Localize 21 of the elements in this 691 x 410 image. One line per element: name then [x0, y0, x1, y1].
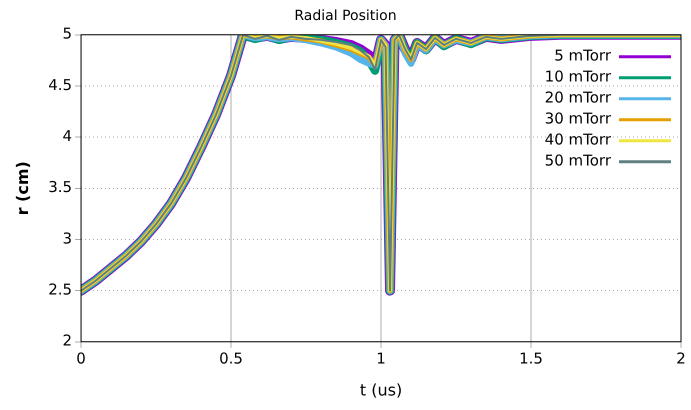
- x-tick-label: 1: [376, 350, 386, 368]
- y-axis-title: r (cm): [12, 161, 32, 216]
- y-tick-label: 4: [62, 127, 72, 146]
- legend-label: 5 mTorr: [554, 46, 612, 65]
- y-tick-label: 3.5: [48, 178, 72, 196]
- x-tick-label: 2: [676, 350, 686, 368]
- legend-label: 10 mTorr: [544, 68, 612, 86]
- x-tick-label: 0: [76, 350, 86, 368]
- x-tick-label: 0.5: [219, 350, 243, 368]
- y-tick-label: 2.5: [48, 280, 72, 299]
- legend-label: 20 mTorr: [544, 88, 612, 107]
- x-tick-label: 1.5: [519, 350, 543, 368]
- y-tick-label: 2: [62, 332, 72, 350]
- legend-label: 50 mTorr: [544, 152, 612, 170]
- legend-label: 40 mTorr: [544, 130, 612, 149]
- y-tick-label: 4.5: [48, 76, 72, 94]
- chart-title: Radial Position: [294, 8, 397, 24]
- y-tick-label: 3: [62, 229, 72, 248]
- y-tick-label: 5: [62, 24, 72, 43]
- x-axis-title: t (us): [360, 380, 402, 400]
- legend-label: 30 mTorr: [544, 110, 612, 128]
